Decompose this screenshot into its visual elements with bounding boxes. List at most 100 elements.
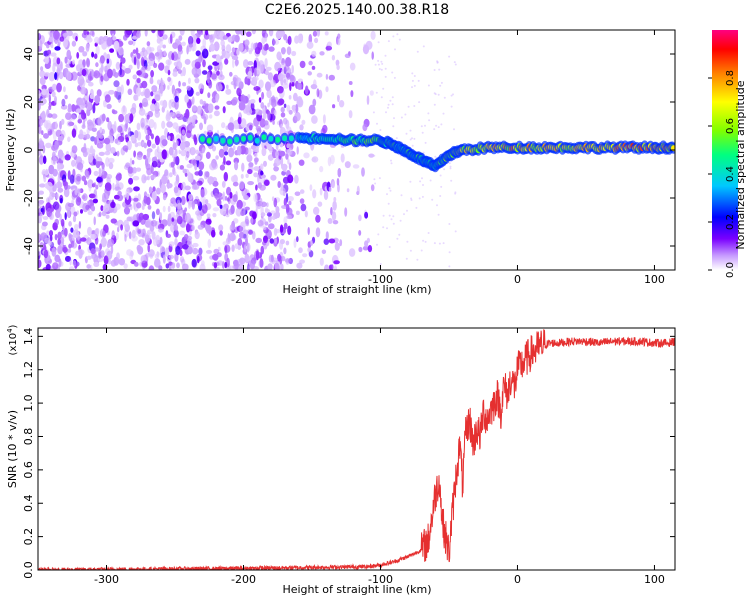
signal-point — [234, 136, 240, 143]
noise-dot — [450, 179, 453, 182]
noise-blob — [76, 52, 80, 59]
noise-blob — [263, 112, 267, 119]
noise-blob — [296, 146, 299, 155]
noise-blob — [140, 91, 145, 97]
noise-blob — [228, 147, 235, 158]
noise-blob — [195, 210, 201, 216]
noise-dot — [411, 86, 413, 89]
noise-blob — [184, 212, 191, 223]
noise-blob — [312, 30, 318, 37]
noise-blob — [257, 220, 264, 227]
noise-blob — [253, 172, 259, 178]
noise-blob — [362, 123, 368, 132]
noise-blob — [93, 170, 99, 177]
noise-blob — [43, 175, 47, 183]
noise-blob — [333, 197, 337, 202]
noise-dot — [433, 103, 436, 106]
noise-blob — [325, 73, 329, 80]
noise-blob — [119, 67, 123, 76]
noise-blob — [267, 72, 273, 81]
noise-dot — [384, 67, 387, 70]
noise-blob — [102, 205, 110, 213]
noise-blob — [144, 30, 148, 37]
noise-dot — [448, 265, 451, 268]
noise-blob — [321, 249, 327, 255]
snr-x-label: Height of straight line (km) — [282, 583, 431, 596]
noise-blob — [51, 144, 57, 151]
noise-blob — [325, 45, 332, 51]
noise-blob — [146, 196, 151, 206]
noise-blob — [234, 194, 238, 199]
noise-blob — [143, 154, 147, 160]
noise-blob — [106, 103, 112, 109]
noise-blob — [264, 43, 269, 51]
noise-blob — [192, 247, 199, 255]
noise-blob — [256, 131, 261, 136]
noise-dot — [420, 249, 423, 252]
noise-blob — [236, 87, 242, 97]
noise-blob — [67, 103, 72, 110]
noise-blob — [136, 53, 141, 59]
noise-blob — [98, 138, 106, 144]
noise-blob — [38, 232, 41, 242]
noise-blob — [43, 133, 49, 139]
noise-blob — [212, 33, 218, 39]
x-tick-label: 100 — [644, 573, 665, 586]
noise-blob — [100, 205, 104, 212]
noise-blob — [168, 241, 175, 247]
noise-blob — [284, 258, 291, 263]
noise-blob — [89, 93, 95, 100]
noise-blob — [279, 240, 284, 250]
noise-blob — [275, 30, 282, 40]
noise-dot — [377, 41, 380, 44]
noise-blob — [82, 51, 88, 57]
noise-blob — [260, 245, 265, 255]
noise-blob — [313, 79, 317, 88]
noise-blob — [336, 178, 340, 186]
y-tick-label: 0 — [22, 147, 35, 154]
noise-blob — [44, 55, 50, 65]
noise-blob — [116, 86, 123, 93]
noise-blob — [328, 74, 335, 81]
y-tick-label: 1.2 — [22, 361, 35, 379]
noise-blob — [161, 149, 168, 160]
noise-blob — [80, 237, 87, 242]
noise-blob — [232, 97, 238, 105]
noise-blob — [80, 209, 83, 214]
noise-blob — [148, 119, 155, 129]
noise-blob — [130, 250, 134, 257]
noise-blob — [348, 81, 353, 85]
noise-blob — [171, 52, 175, 61]
noise-blob — [39, 242, 44, 249]
noise-blob — [263, 235, 268, 244]
noise-blob — [237, 238, 243, 247]
noise-blob — [162, 194, 167, 201]
noise-blob — [229, 232, 236, 242]
noise-blob — [227, 122, 235, 131]
noise-blob — [207, 71, 211, 81]
noise-blob — [135, 47, 139, 56]
noise-blob — [154, 258, 161, 268]
noise-blob — [177, 44, 183, 52]
noise-blob — [181, 41, 186, 47]
snr-panel: -300 -200 -100 0 100 0.0 0.2 0.4 0.6 0.8 1.0 1.2 1.… — [6, 324, 676, 596]
noise-blob — [280, 112, 286, 118]
noise-blob — [245, 173, 249, 178]
noise-blob — [187, 246, 193, 255]
noise-blob — [296, 262, 303, 269]
noise-blob — [136, 58, 139, 66]
noise-blob — [253, 86, 261, 91]
noise-blob — [323, 238, 329, 245]
noise-blob — [195, 50, 201, 57]
noise-blob — [120, 84, 124, 95]
noise-blob — [149, 78, 154, 85]
noise-blob — [159, 212, 163, 221]
noise-blob — [284, 64, 289, 71]
noise-blob — [202, 48, 209, 59]
noise-blob — [45, 168, 49, 176]
noise-blob — [187, 77, 191, 85]
noise-blob — [150, 70, 155, 78]
noise-dot — [433, 69, 436, 71]
noise-blob — [104, 94, 111, 103]
x-tick-label: 0 — [514, 273, 521, 286]
